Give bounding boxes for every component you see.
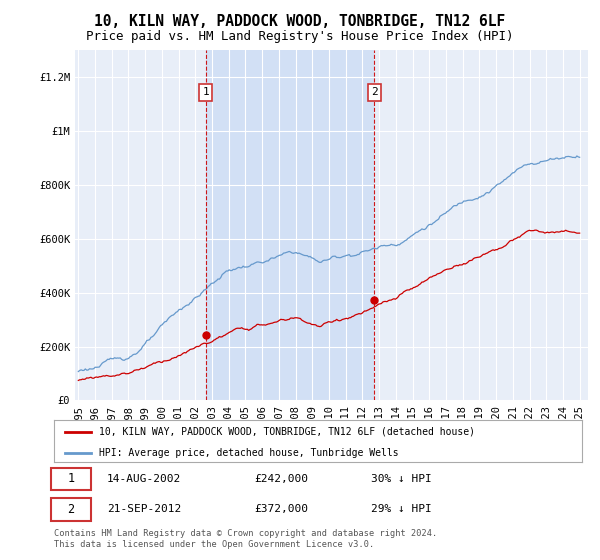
Text: Contains HM Land Registry data © Crown copyright and database right 2024.
This d: Contains HM Land Registry data © Crown c… bbox=[54, 529, 437, 549]
Text: 10, KILN WAY, PADDOCK WOOD, TONBRIDGE, TN12 6LF (detached house): 10, KILN WAY, PADDOCK WOOD, TONBRIDGE, T… bbox=[99, 427, 475, 437]
Text: 10, KILN WAY, PADDOCK WOOD, TONBRIDGE, TN12 6LF: 10, KILN WAY, PADDOCK WOOD, TONBRIDGE, T… bbox=[94, 14, 506, 29]
Text: 2: 2 bbox=[371, 87, 378, 97]
Text: 1: 1 bbox=[202, 87, 209, 97]
Text: Price paid vs. HM Land Registry's House Price Index (HPI): Price paid vs. HM Land Registry's House … bbox=[86, 30, 514, 43]
FancyBboxPatch shape bbox=[52, 498, 91, 521]
Text: 14-AUG-2002: 14-AUG-2002 bbox=[107, 474, 181, 484]
Text: £372,000: £372,000 bbox=[254, 505, 308, 515]
Text: 2: 2 bbox=[67, 503, 74, 516]
Text: 29% ↓ HPI: 29% ↓ HPI bbox=[371, 505, 431, 515]
FancyBboxPatch shape bbox=[52, 468, 91, 490]
Text: 21-SEP-2012: 21-SEP-2012 bbox=[107, 505, 181, 515]
Text: 1: 1 bbox=[67, 473, 74, 486]
Text: 30% ↓ HPI: 30% ↓ HPI bbox=[371, 474, 431, 484]
Text: HPI: Average price, detached house, Tunbridge Wells: HPI: Average price, detached house, Tunb… bbox=[99, 448, 398, 458]
Text: £242,000: £242,000 bbox=[254, 474, 308, 484]
Bar bbox=[206, 50, 374, 400]
